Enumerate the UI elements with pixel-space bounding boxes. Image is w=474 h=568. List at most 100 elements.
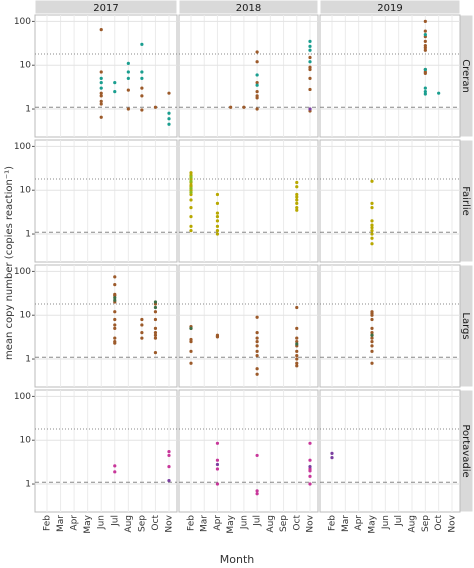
point (308, 76, 312, 81)
y-tick-label: 10 (20, 311, 32, 321)
point (215, 441, 220, 445)
point (295, 195, 299, 199)
point (423, 19, 427, 24)
point (255, 81, 259, 85)
point (140, 108, 144, 112)
point (308, 67, 312, 72)
x-tick-label: Apr (354, 515, 364, 531)
point (215, 458, 220, 462)
point (167, 122, 171, 126)
panel (34, 14, 178, 138)
point (423, 92, 427, 96)
point (255, 73, 259, 77)
point (140, 94, 144, 98)
point (330, 456, 334, 460)
panel (319, 264, 461, 388)
point (255, 489, 259, 493)
point (255, 353, 259, 358)
point (215, 219, 220, 223)
point (423, 48, 427, 52)
x-tick-label: Mar (341, 515, 351, 532)
y-tick-label: 100 (14, 267, 31, 277)
point (140, 317, 144, 322)
point (370, 313, 374, 317)
y-tick-label: 1 (25, 480, 31, 490)
point (189, 228, 193, 233)
point (99, 86, 103, 90)
point (126, 88, 130, 92)
point (189, 192, 193, 197)
y-tick-label: 1 (25, 355, 31, 365)
point (153, 331, 158, 335)
point (229, 105, 233, 109)
point (370, 361, 374, 365)
point (295, 180, 299, 185)
point (189, 179, 193, 183)
point (295, 342, 299, 346)
point (308, 482, 312, 486)
point (167, 464, 171, 469)
x-tick-label: Sep (421, 515, 431, 532)
point (295, 208, 299, 212)
point (215, 224, 220, 228)
x-tick-label: Mar (200, 515, 210, 532)
point (126, 61, 130, 66)
point (423, 39, 427, 43)
point (140, 86, 144, 90)
point (308, 469, 312, 473)
x-tick-label: Apr (213, 515, 223, 531)
x-tick-label: Oct (434, 515, 444, 531)
point (113, 89, 117, 94)
x-tick-label: Aug (266, 515, 276, 533)
x-tick-label: Oct (292, 515, 302, 531)
y-tick-label: 100 (14, 392, 31, 402)
point (99, 115, 103, 119)
column-label: 2017 (93, 3, 118, 14)
point (113, 464, 117, 468)
point (308, 44, 312, 48)
point (153, 336, 158, 340)
point (370, 206, 374, 210)
point (295, 206, 299, 210)
point (308, 48, 312, 52)
y-tick-label: 1 (25, 230, 31, 240)
point (370, 339, 374, 344)
y-tick-label: 100 (14, 17, 31, 27)
point (153, 333, 158, 337)
point (255, 89, 259, 94)
x-tick-label: Sep (279, 515, 289, 532)
point (370, 242, 374, 246)
point (370, 333, 374, 337)
point (370, 226, 374, 230)
x-tick-label: May (226, 514, 236, 533)
point (167, 449, 171, 454)
point (113, 282, 117, 287)
point (255, 315, 259, 319)
panel (178, 389, 319, 513)
point (370, 201, 374, 206)
point (113, 81, 117, 85)
point (189, 349, 193, 353)
point (189, 206, 193, 210)
point (153, 326, 158, 331)
point (255, 372, 259, 376)
point (423, 46, 427, 50)
point (140, 331, 144, 335)
strip (319, 0, 461, 15)
point (167, 111, 171, 115)
point (167, 453, 171, 458)
point (215, 228, 220, 233)
point (140, 336, 144, 340)
x-tick-label: Jun (97, 515, 107, 530)
x-tick-label: Feb (328, 515, 338, 531)
point (215, 467, 220, 471)
column-label: 2018 (236, 3, 261, 14)
x-axis-title: Month (220, 553, 255, 566)
strip (178, 0, 319, 15)
x-tick-label: Jul (253, 515, 263, 527)
point (308, 441, 312, 445)
point (126, 76, 130, 81)
point (189, 214, 193, 219)
point (370, 228, 374, 233)
